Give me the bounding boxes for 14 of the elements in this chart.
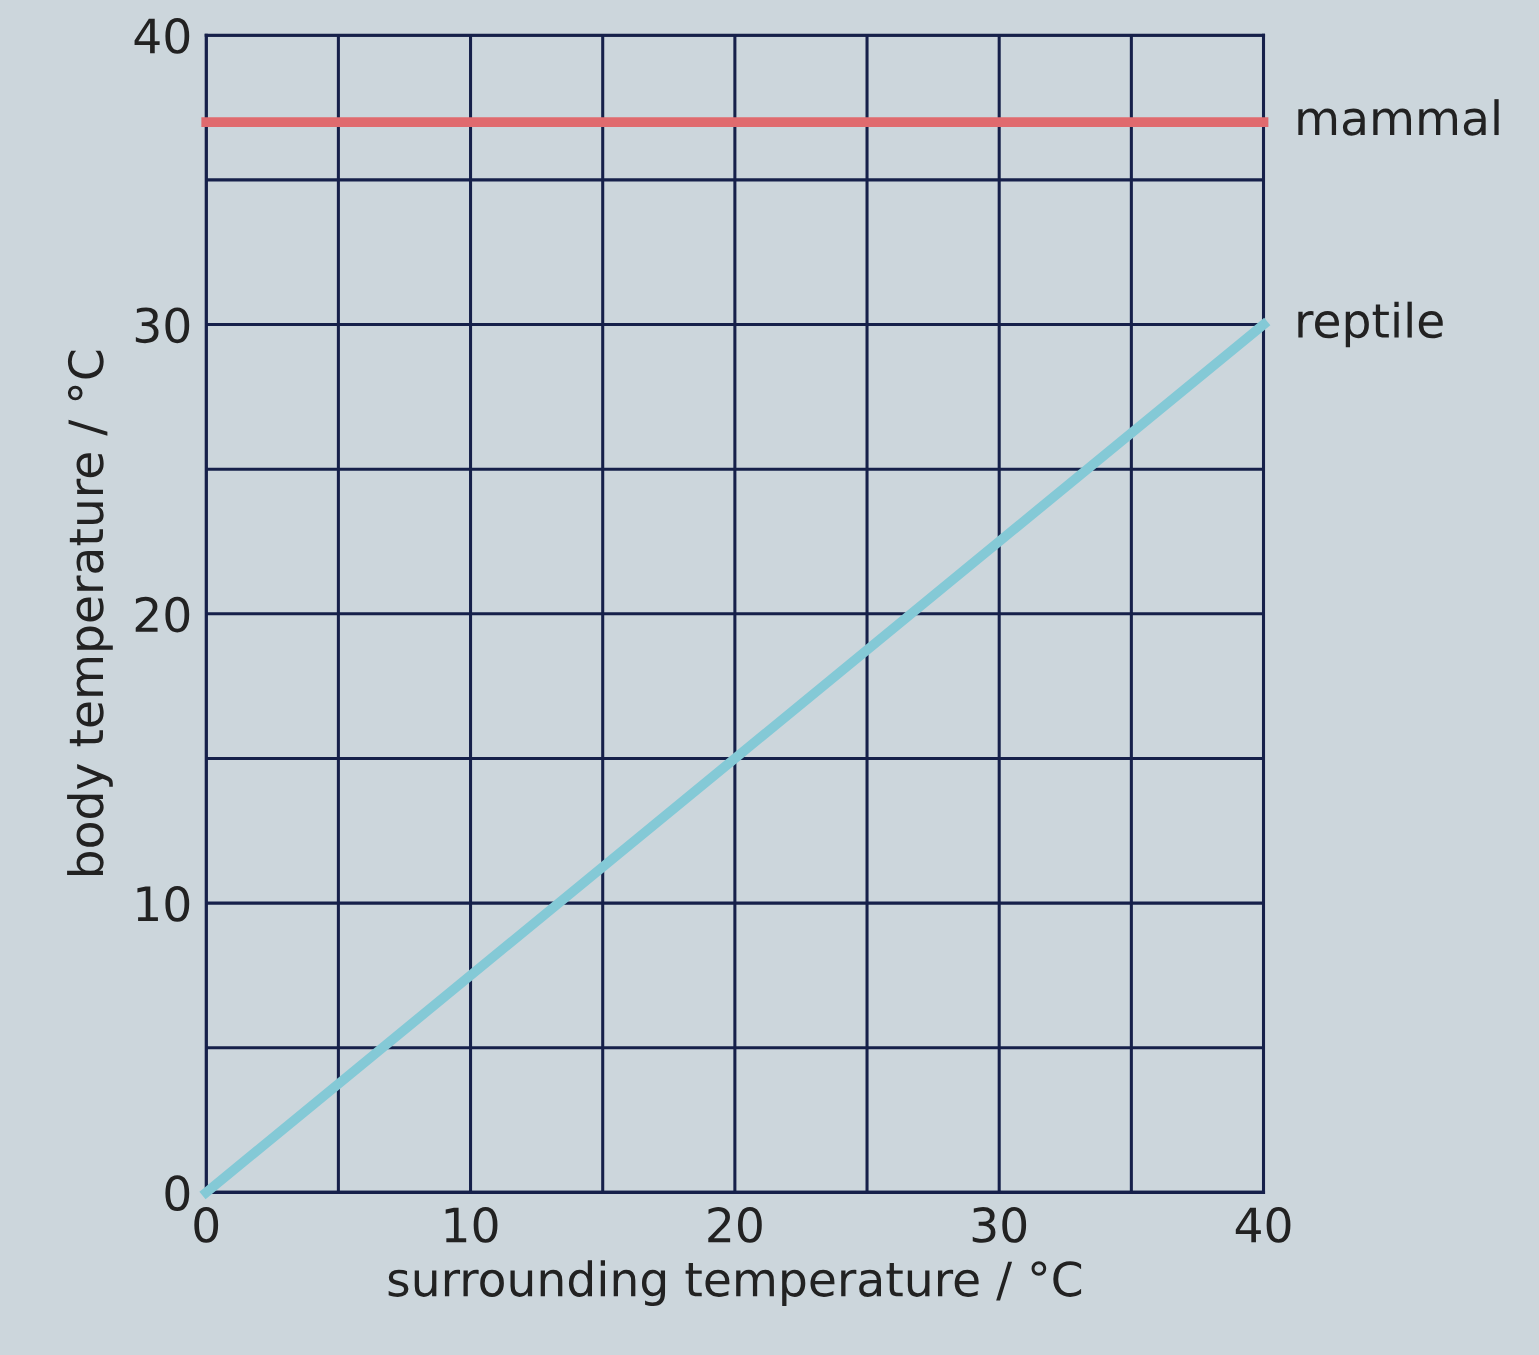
- series-label: reptile: [1298, 301, 1443, 348]
- x-tick-label: 0: [194, 1207, 219, 1243]
- x-tick-label: 30: [972, 1207, 1027, 1243]
- series-label: mammal: [1298, 99, 1499, 136]
- x-tick-label: 10: [445, 1207, 498, 1243]
- x-tick-label: 40: [1235, 1207, 1291, 1243]
- x-axis-title: surrounding temperature / °C: [388, 1260, 1082, 1307]
- y-tick-label: 20: [135, 596, 190, 633]
- y-axis-title: body temperature / °C: [67, 350, 113, 876]
- y-tick-label: 0: [165, 1175, 190, 1212]
- x-tick-label: 20: [708, 1207, 762, 1243]
- y-tick-label: 10: [137, 886, 190, 922]
- y-tick-label: 30: [135, 307, 190, 344]
- y-tick-label: 40: [134, 18, 190, 54]
